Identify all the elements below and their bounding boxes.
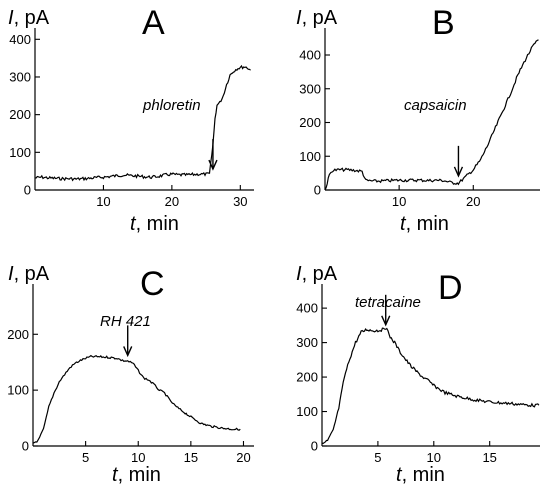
panel-a-ytick-label: 200 (9, 107, 31, 122)
panel-a-ylabel: I, pA (8, 7, 50, 29)
panel-a-trace (34, 64, 251, 182)
panel-c: I, pA C RH 421 t, min 0 100 200 5 10 15 20 (7, 263, 254, 486)
panel-b-arrowhead (453, 166, 464, 178)
panel-b-ytick-label: 300 (299, 81, 321, 96)
panel-a-ytick-label: 100 (9, 145, 31, 160)
panel-b-trace (324, 39, 539, 191)
panel-d-xlabel: t, min (396, 464, 445, 486)
panel-d-letter: D (438, 269, 463, 307)
panel-a-ytick-label: 400 (9, 32, 31, 47)
panel-a-ytick-label: 0 (24, 183, 31, 198)
panel-b-xtick-label: 20 (466, 194, 480, 209)
panel-b-annotation: capsaicin (404, 97, 467, 114)
panel-c-ytick-label: 100 (7, 383, 29, 398)
panel-a: I, pA A phloretin t, min 0 100 200 300 400 10… (8, 4, 254, 235)
panel-a-annotation: phloretin (142, 97, 201, 114)
panel-d-ytick-label: 0 (311, 439, 318, 454)
panel-d-ytick-label: 200 (296, 370, 318, 385)
panel-b-ytick-label: 0 (314, 183, 321, 198)
panel-c-ylabel: I, pA (8, 263, 50, 285)
panel-d-ytick-label: 300 (296, 335, 318, 350)
panel-c-xtick-label: 15 (184, 450, 198, 465)
panel-b-ylabel: I, pA (296, 7, 338, 29)
panel-c-xlabel: t, min (112, 464, 161, 486)
panel-b-xlabel: t, min (400, 213, 449, 235)
panel-d-trace (321, 327, 540, 445)
panel-c-trace (32, 354, 241, 444)
panel-d-ytick-label: 400 (296, 301, 318, 316)
panel-b-letter: B (432, 4, 455, 42)
panel-b-ytick-label: 400 (299, 48, 321, 63)
panel-c-ytick-label: 0 (22, 439, 29, 454)
panel-d-ylabel: I, pA (296, 263, 338, 285)
panel-a-ytick-label: 300 (9, 69, 31, 84)
panel-a-xtick-label: 30 (233, 194, 247, 209)
panel-b-ytick-label: 100 (299, 149, 321, 164)
panel-a-arrowhead (208, 159, 218, 171)
panel-b-xtick-label: 10 (392, 194, 406, 209)
panel-c-letter: C (140, 265, 165, 303)
panel-d-xtick-label: 5 (374, 450, 381, 465)
panel-a-xlabel: t, min (130, 213, 179, 235)
panel-c-xtick-label: 10 (131, 450, 145, 465)
panel-c-xtick-label: 20 (236, 450, 250, 465)
panel-d: I, pA D tetracaine t, min 0 100 200 300 400 5… (296, 263, 540, 486)
panel-d-arrowhead (381, 315, 391, 327)
panel-a-xtick-label: 10 (96, 194, 110, 209)
panel-c-ytick-label: 200 (7, 327, 29, 342)
panel-b-ytick-label: 200 (299, 115, 321, 130)
panel-c-arrowhead (123, 346, 133, 358)
panel-c-xtick-label: 5 (82, 450, 89, 465)
panel-d-xtick-label: 15 (482, 450, 496, 465)
panel-c-annotation: RH 421 (100, 313, 151, 330)
panel-d-annotation: tetracaine (355, 294, 421, 311)
panel-a-letter: A (142, 4, 165, 42)
panel-d-xtick-label: 10 (427, 450, 441, 465)
panel-d-ytick-label: 100 (296, 404, 318, 419)
panel-a-xtick-label: 20 (165, 194, 179, 209)
panel-b: I, pA B capsaicin t, min 0 100 200 300 400 10… (296, 4, 540, 235)
